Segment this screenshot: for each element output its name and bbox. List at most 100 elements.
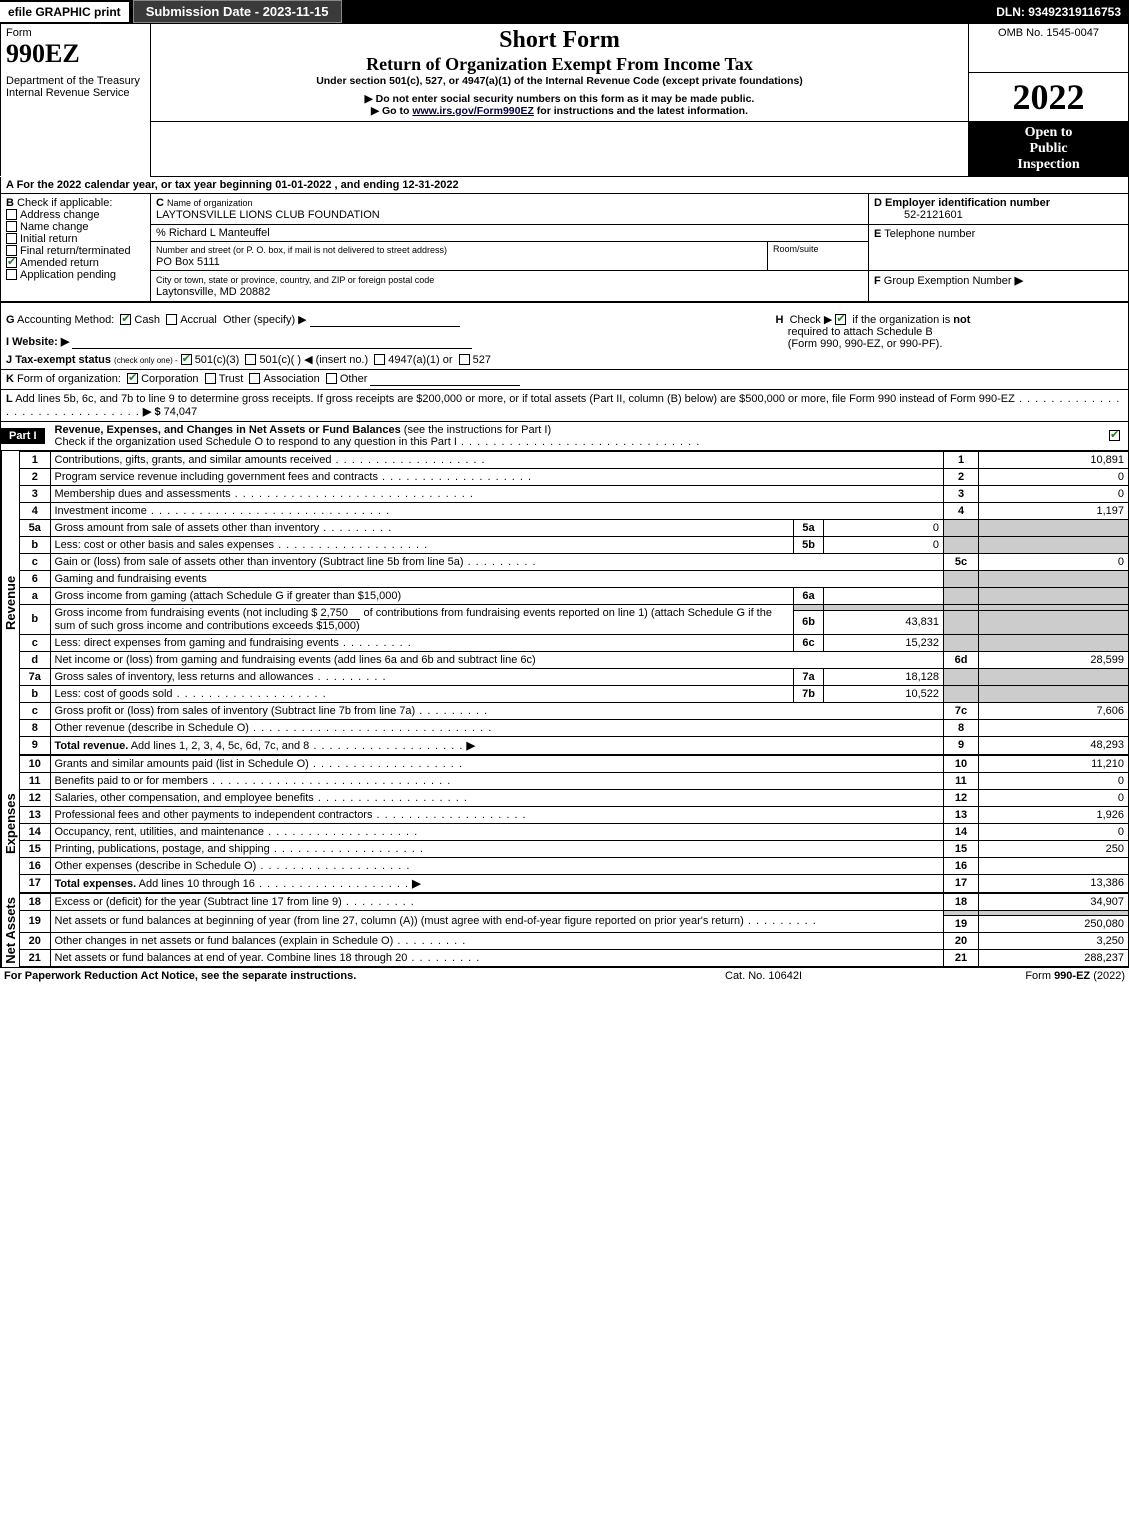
line6d-desc: Net income or (loss) from gaming and fun… [50,651,944,668]
initial-return-checkbox[interactable] [6,233,17,244]
4947a1-checkbox[interactable] [374,354,385,365]
K-label: K [6,373,14,385]
revenue-table: 1Contributions, gifts, grants, and simil… [20,451,1129,755]
trust-checkbox[interactable] [205,373,216,384]
J-label: J [6,354,12,366]
line20-desc: Other changes in net assets or fund bala… [50,932,944,949]
line7c-desc: Gross profit or (loss) from sales of inv… [50,702,944,719]
expenses-section-label: Expenses [1,755,20,893]
part1-check-text: Check if the organization used Schedule … [55,436,457,448]
line3-desc: Membership dues and assessments [50,485,944,502]
corp-label: Corporation [141,373,198,385]
H-pre: Check ▶ [790,314,836,326]
line13-val: 1,926 [979,806,1129,823]
acct-method-label: Accounting Method: [17,314,114,326]
527-label: 527 [473,354,491,366]
line14-desc: Occupancy, rent, utilities, and maintena… [50,823,944,840]
footer: For Paperwork Reduction Act Notice, see … [0,967,1129,984]
B-label: B [6,197,14,209]
L-value: 74,047 [164,406,198,418]
L-arrow: ▶ $ [143,406,161,418]
app-pending-checkbox[interactable] [6,269,17,280]
line6b-desc: Gross income from fundraising events (no… [50,604,794,634]
street-value: PO Box 5111 [156,256,220,268]
C-label: C [156,197,164,209]
H-checkbox[interactable] [835,314,846,325]
form-title: Short Form [156,27,963,54]
form-word: Form [6,27,32,39]
line5b-desc: Less: cost or other basis and sales expe… [50,536,794,553]
4947a1-label: 4947(a)(1) or [388,354,452,366]
H-post: if the organization is [849,314,953,326]
addr-change-label: Address change [20,209,100,221]
amended-return-checkbox[interactable] [6,257,17,268]
goto-pre: ▶ Go to [371,105,412,117]
501c-checkbox[interactable] [245,354,256,365]
name-change-checkbox[interactable] [6,221,17,232]
ein-value: 52-2121601 [874,209,963,221]
line7b-val: 10,522 [824,685,944,702]
dept-treasury: Department of the Treasury [6,75,140,87]
H-label: H [776,314,784,326]
line2-desc: Program service revenue including govern… [50,468,944,485]
line7a-val: 18,128 [824,668,944,685]
website-label: Website: ▶ [12,336,69,348]
line4-val: 1,197 [979,502,1129,519]
insert-no: ◀ (insert no.) [304,354,368,366]
L-text: Add lines 5b, 6c, and 7b to line 9 to de… [15,393,1015,405]
initial-return-label: Initial return [20,233,77,245]
line1-val: 10,891 [979,451,1129,468]
assoc-checkbox[interactable] [249,373,260,384]
efile-link[interactable]: efile GRAPHIC print [0,2,129,22]
scheduleO-checkbox[interactable] [1109,430,1120,441]
I-label: I [6,336,9,348]
name-change-label: Name change [20,221,89,233]
tax-exempt-label: Tax-exempt status [15,354,111,366]
F-label: F [874,275,881,287]
line6c-desc: Less: direct expenses from gaming and fu… [50,634,794,651]
form-goto: ▶ Go to www.irs.gov/Form990EZ for instru… [156,105,963,117]
final-return-label: Final return/terminated [20,245,131,257]
phone-label: Telephone number [884,228,975,240]
line8-desc: Other revenue (describe in Schedule O) [50,719,944,736]
cat-no: Cat. No. 10642I [725,970,925,982]
group-exempt-label: Group Exemption Number [884,275,1012,287]
501c3-checkbox[interactable] [181,354,192,365]
line10-desc: Grants and similar amounts paid (list in… [50,755,944,772]
line7b-desc: Less: cost of goods sold [50,685,794,702]
form-subtitle: Return of Organization Exempt From Incom… [156,54,963,75]
line5c-desc: Gain or (loss) from sale of assets other… [50,553,944,570]
irs-link[interactable]: www.irs.gov/Form990EZ [412,105,534,117]
form-warning: ▶ Do not enter social security numbers o… [156,93,963,105]
line9-desc: Total revenue. Add lines 1, 2, 3, 4, 5c,… [50,736,944,754]
org-name: LAYTONSVILLE LIONS CLUB FOUNDATION [156,209,380,221]
line11-val: 0 [979,772,1129,789]
line21-desc: Net assets or fund balances at end of ye… [50,950,944,967]
app-pending-label: Application pending [20,269,116,281]
other-specify-label: Other (specify) ▶ [223,314,307,326]
netassets-table: 18Excess or (deficit) for the year (Subt… [20,893,1129,968]
form-of-org-label: Form of organization: [17,373,121,385]
other-checkbox[interactable] [326,373,337,384]
city-label: City or town, state or province, country… [156,275,434,285]
line6d-val: 28,599 [979,651,1129,668]
line8-val [979,719,1129,736]
H-not: not [953,314,970,326]
other-label: Other [340,373,368,385]
omb-number: OMB No. 1545-0047 [998,27,1099,39]
form-footer: Form 990-EZ (2022) [925,970,1125,982]
line4-desc: Investment income [50,502,944,519]
accrual-checkbox[interactable] [166,314,177,325]
line3-val: 0 [979,485,1129,502]
addr-change-checkbox[interactable] [6,209,17,220]
cash-checkbox[interactable] [120,314,131,325]
corp-checkbox[interactable] [127,373,138,384]
line5a-desc: Gross amount from sale of assets other t… [50,519,794,536]
form-number: 990EZ [6,39,80,68]
expenses-table: 10Grants and similar amounts paid (list … [20,755,1129,893]
line14-val: 0 [979,823,1129,840]
line17-val: 13,386 [979,874,1129,892]
527-checkbox[interactable] [459,354,470,365]
line18-val: 34,907 [979,893,1129,910]
line1-desc: Contributions, gifts, grants, and simila… [50,451,944,468]
